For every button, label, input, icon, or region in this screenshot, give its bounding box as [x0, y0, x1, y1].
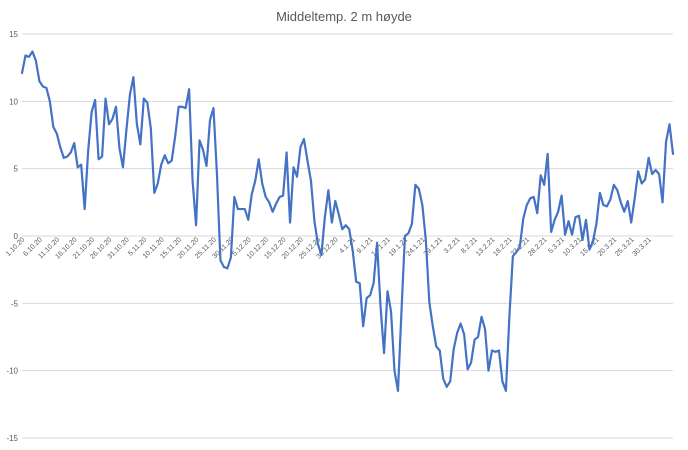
series-layer — [20, 50, 675, 392]
x-tick-label: 4.1.21 — [338, 236, 357, 255]
x-tick-label: 3.2.21 — [443, 236, 462, 255]
y-tick-label: 0 — [14, 232, 19, 241]
y-tick-label: -15 — [6, 434, 18, 443]
temperature-series-line — [20, 50, 675, 392]
y-tick-label: -5 — [11, 299, 19, 308]
y-tick-label: 5 — [14, 165, 19, 174]
x-tick-label: 30.3.21 — [632, 236, 654, 258]
x-tick-label: 28.2.21 — [527, 236, 549, 258]
chart-title: Middeltemp. 2 m høyde — [276, 9, 412, 24]
y-tick-label: 10 — [9, 97, 18, 106]
y-tick-label: -10 — [6, 367, 18, 376]
x-axis-tick-labels: 1.10.206.10.2011.10.2016.10.2021.10.2026… — [5, 236, 653, 260]
gridlines — [22, 33, 673, 439]
y-tick-label: 15 — [9, 30, 18, 39]
y-axis-tick-labels: 15 10 5 0 -5 -10 -15 — [6, 30, 18, 443]
